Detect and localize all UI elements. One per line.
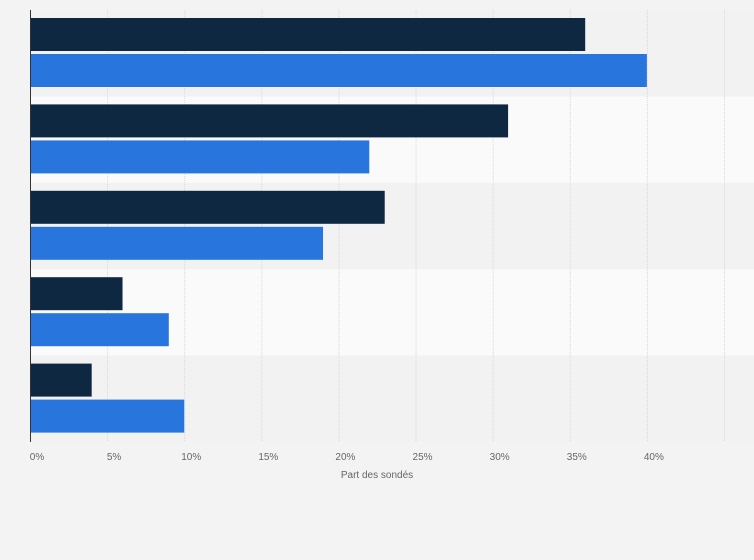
- bar-series-1[interactable]: [30, 18, 586, 51]
- x-tick-label: 15%: [258, 452, 278, 463]
- bar-series-1[interactable]: [30, 277, 123, 311]
- bar-series-2[interactable]: [30, 399, 185, 433]
- x-tick-label: 35%: [567, 452, 587, 463]
- x-axis-label: Part des sondés: [341, 470, 413, 481]
- x-tick-label: 0%: [30, 452, 45, 463]
- bar-series-1[interactable]: [30, 363, 92, 397]
- x-tick-label: 5%: [107, 452, 122, 463]
- bar-series-2[interactable]: [30, 313, 169, 347]
- x-tick-label: 10%: [181, 452, 201, 463]
- bar-series-1[interactable]: [30, 104, 509, 138]
- bar-series-2[interactable]: [30, 226, 324, 260]
- bar-series-2[interactable]: [30, 140, 370, 174]
- x-tick-label: 25%: [413, 452, 433, 463]
- x-tick-label: 30%: [490, 452, 510, 463]
- x-tick-label: 20%: [335, 452, 355, 463]
- x-tick-label: 40%: [644, 452, 664, 463]
- bar-series-2[interactable]: [30, 54, 647, 87]
- bar-series-1[interactable]: [30, 190, 385, 224]
